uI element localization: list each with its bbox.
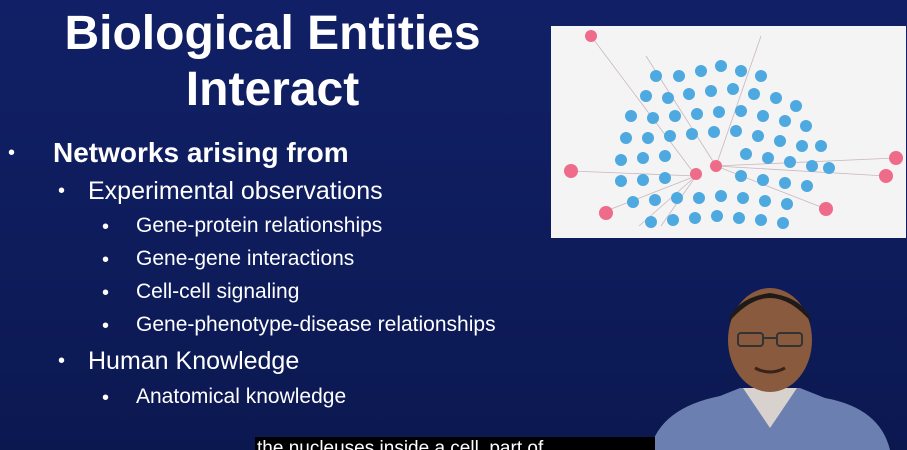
bullet-networks: Networks arising from — [53, 137, 349, 168]
title-line-1: Biological Entities — [64, 7, 481, 60]
subtitle-caption: the nucleuses inside a cell, part of — [255, 437, 655, 450]
bullet-dot: • — [102, 387, 110, 409]
title-line-2: Interact — [185, 63, 360, 116]
speaker-video — [630, 278, 907, 450]
caption-text: the nucleuses inside a cell, part of — [257, 438, 544, 450]
network-graph — [564, 30, 903, 229]
bullet-dot: • — [102, 282, 110, 304]
bullet-gene-gene: Gene-gene interactions — [136, 247, 355, 270]
bullet-human-knowledge: Human Knowledge — [88, 347, 300, 375]
bullet-experimental: Experimental observations — [88, 177, 383, 205]
bullet-gene-phenotype: Gene-phenotype-disease relationships — [136, 313, 496, 336]
bullet-dot: • — [8, 142, 16, 164]
bullet-dot: • — [102, 216, 110, 238]
bullet-dot: • — [58, 350, 66, 372]
slide-title: Biological Entities Interact — [20, 6, 525, 118]
bullet-dot: • — [102, 315, 110, 337]
bullet-gene-protein: Gene-protein relationships — [136, 214, 383, 237]
bullet-anatomical: Anatomical knowledge — [136, 385, 347, 408]
bullet-dot: • — [58, 180, 66, 202]
network-diagram-image — [551, 26, 906, 238]
bullet-dot: • — [102, 249, 110, 271]
bullet-cell-cell: Cell-cell signaling — [136, 280, 300, 303]
speaker-silhouette — [650, 288, 890, 450]
